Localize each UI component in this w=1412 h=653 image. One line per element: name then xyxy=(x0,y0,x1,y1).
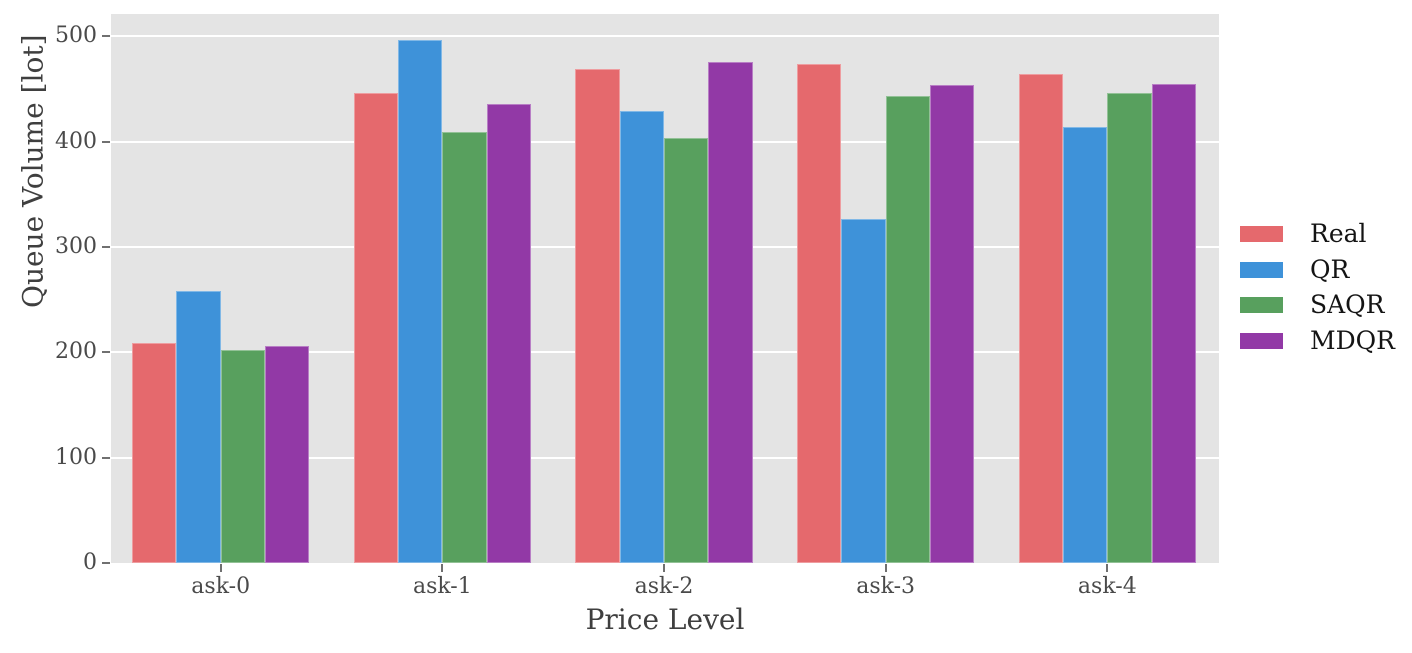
legend-label-real: Real xyxy=(1310,219,1367,248)
x-tick-label-ask-1: ask-1 xyxy=(412,574,472,599)
legend-swatch-saqr xyxy=(1240,297,1283,314)
bar-qr-ask-2 xyxy=(619,110,664,563)
x-tick-label-ask-0: ask-0 xyxy=(191,574,251,599)
legend-label-mdqr: MDQR xyxy=(1310,326,1395,356)
bar-real-ask-2 xyxy=(575,68,620,563)
bar-saqr-ask-4 xyxy=(1107,93,1152,563)
bar-real-ask-4 xyxy=(1018,74,1063,563)
bar-mdqr-ask-1 xyxy=(486,103,531,563)
bar-real-ask-0 xyxy=(132,342,177,563)
legend-item-qr: QR xyxy=(1240,254,1349,286)
y-axis-title: Queue Volume [lot] xyxy=(16,34,50,309)
x-tick-mark-ask-4 xyxy=(1106,564,1109,572)
y-tick-mark-300 xyxy=(102,245,110,248)
bar-mdqr-ask-4 xyxy=(1151,83,1196,563)
x-tick-mark-ask-1 xyxy=(441,564,444,572)
legend-item-real: Real xyxy=(1240,218,1367,250)
y-tick-mark-400 xyxy=(102,140,110,143)
bar-saqr-ask-3 xyxy=(885,96,930,563)
x-tick-label-ask-4: ask-4 xyxy=(1077,574,1137,599)
y-tick-mark-500 xyxy=(102,35,110,38)
y-tick-label-100: 100 xyxy=(55,444,97,470)
legend-swatch-mdqr xyxy=(1240,333,1283,350)
y-tick-label-0: 0 xyxy=(83,550,97,575)
bar-saqr-ask-2 xyxy=(664,138,709,563)
bar-saqr-ask-1 xyxy=(442,132,487,563)
legend-swatch-real xyxy=(1240,226,1283,242)
legend-label-saqr: SAQR xyxy=(1310,290,1385,320)
x-axis-title: Price Level xyxy=(585,603,745,636)
x-tick-label-ask-2: ask-2 xyxy=(634,574,694,599)
y-tick-mark-200 xyxy=(102,351,110,354)
x-tick-mark-ask-3 xyxy=(884,564,887,572)
bar-qr-ask-3 xyxy=(841,219,886,563)
bar-qr-ask-0 xyxy=(176,291,221,563)
bar-mdqr-ask-2 xyxy=(708,62,753,563)
y-tick-label-200: 200 xyxy=(55,339,97,365)
y-tick-label-400: 400 xyxy=(55,128,97,154)
legend-swatch-qr xyxy=(1240,261,1283,278)
legend-item-mdqr: MDQR xyxy=(1240,325,1395,357)
bar-real-ask-1 xyxy=(353,93,399,563)
bar-real-ask-3 xyxy=(797,63,842,563)
bar-mdqr-ask-0 xyxy=(265,345,310,563)
bar-mdqr-ask-3 xyxy=(929,84,975,563)
y-tick-mark-0 xyxy=(102,562,110,564)
bar-saqr-ask-0 xyxy=(220,350,265,563)
y-tick-label-300: 300 xyxy=(55,233,97,259)
x-tick-label-ask-3: ask-3 xyxy=(856,574,916,599)
legend-item-saqr: SAQR xyxy=(1240,289,1385,321)
plot-area xyxy=(111,14,1219,563)
bar-qr-ask-1 xyxy=(398,40,443,563)
gridline-y-500 xyxy=(111,35,1219,38)
x-tick-mark-ask-0 xyxy=(219,564,222,572)
y-tick-mark-100 xyxy=(102,456,110,459)
y-tick-label-500: 500 xyxy=(55,23,97,49)
x-tick-mark-ask-2 xyxy=(663,564,665,572)
bar-qr-ask-4 xyxy=(1063,126,1108,563)
legend-label-qr: QR xyxy=(1310,254,1350,284)
